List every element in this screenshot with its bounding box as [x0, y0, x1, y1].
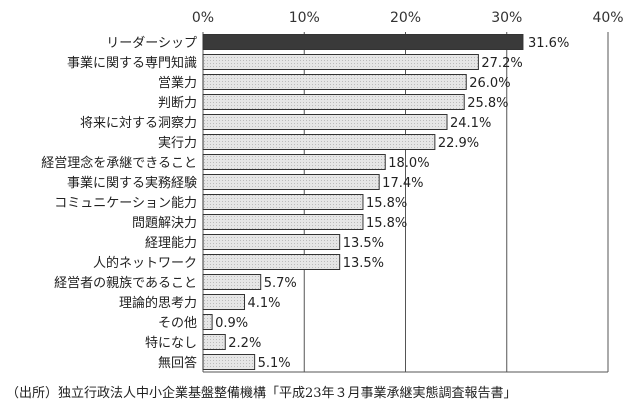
- category-label: 事業に関する専門知識: [67, 55, 197, 71]
- category-label: 経営理念を承継できること: [41, 155, 197, 171]
- bar: [202, 294, 246, 310]
- data-label: 13.5%: [343, 236, 384, 251]
- category-label: 経営者の親族であること: [54, 275, 197, 291]
- data-label: 5.1%: [258, 356, 291, 371]
- x-tick-label: 20%: [390, 10, 421, 26]
- data-label: 5.7%: [264, 276, 297, 291]
- bar: [202, 134, 436, 150]
- bar: [202, 54, 479, 70]
- bar: [202, 354, 256, 370]
- data-label: 25.8%: [467, 96, 508, 111]
- bar: [202, 274, 262, 290]
- category-label: 経理能力: [145, 236, 197, 251]
- data-label: 13.5%: [343, 256, 384, 271]
- x-tick-label: 10%: [289, 10, 320, 26]
- bar: [202, 74, 467, 90]
- category-label: 実行力: [158, 135, 197, 151]
- bar: [202, 114, 448, 130]
- category-label: 将来に対する洞察力: [80, 116, 197, 131]
- source-note: （出所）独立行政法人中小企業基盤整備機構「平成23年３月事業承継実態調査報告書」: [6, 386, 517, 401]
- data-label: 22.9%: [438, 136, 479, 151]
- data-label: 2.2%: [228, 336, 261, 351]
- category-label: 事業に関する実務経験: [67, 175, 197, 191]
- data-label: 18.0%: [388, 156, 429, 171]
- data-label: 31.6%: [528, 36, 569, 51]
- category-label: コミュニケーション能力: [54, 196, 197, 211]
- data-label: 4.1%: [248, 296, 281, 311]
- category-label: 問題解決力: [132, 216, 197, 231]
- bar: [202, 214, 364, 230]
- bar: [202, 34, 524, 50]
- category-label: 理論的思考力: [119, 295, 197, 311]
- bar: [202, 254, 341, 270]
- data-label: 26.0%: [469, 76, 510, 91]
- bar: [202, 94, 465, 110]
- x-tick-label: 30%: [491, 10, 522, 26]
- bar: [202, 334, 226, 350]
- bar: [202, 234, 341, 250]
- bar: [202, 314, 213, 330]
- data-label: 0.9%: [215, 316, 248, 331]
- category-label: リーダーシップ: [106, 36, 197, 51]
- x-tick-label: 40%: [592, 10, 623, 26]
- bar: [202, 194, 364, 210]
- category-label: その他: [158, 316, 197, 331]
- data-label: 24.1%: [450, 116, 491, 131]
- category-label: 無回答: [158, 355, 197, 371]
- category-label: 判断力: [158, 96, 197, 111]
- data-label: 15.8%: [366, 196, 407, 211]
- category-label: 人的ネットワーク: [93, 255, 197, 271]
- category-label: 営業力: [158, 75, 197, 91]
- x-tick-label: 0%: [192, 10, 214, 26]
- data-label: 15.8%: [366, 216, 407, 231]
- category-label: 特になし: [145, 336, 197, 351]
- data-label: 17.4%: [382, 176, 423, 191]
- bar: [202, 174, 380, 190]
- data-label: 27.2%: [481, 56, 522, 71]
- bar: [202, 154, 386, 170]
